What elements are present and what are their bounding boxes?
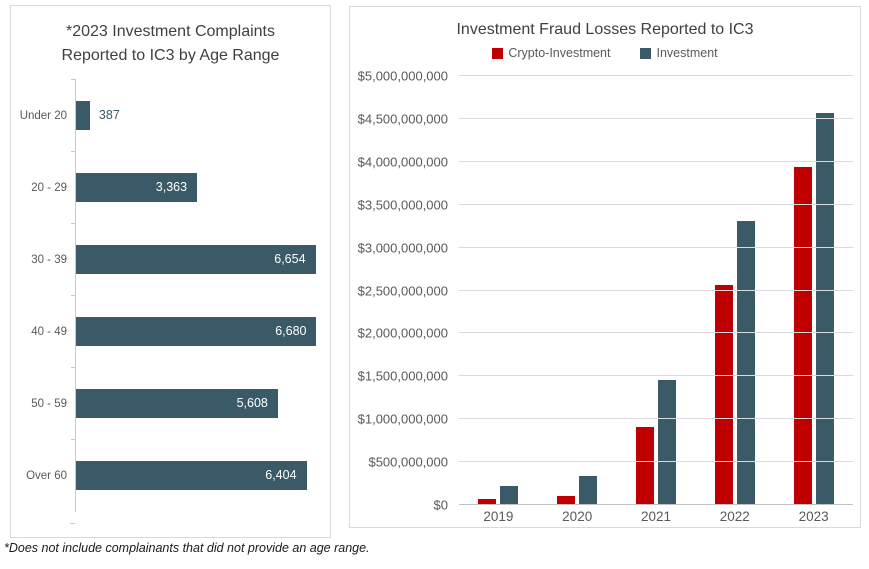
crypto-investment-bar xyxy=(478,499,497,505)
age-bar-row: 30 - 39 6,654 xyxy=(11,223,328,296)
investment-bar xyxy=(657,379,676,505)
age-bar-row: 50 - 59 5,608 xyxy=(11,367,328,440)
age-row-plot: 3,363 xyxy=(71,151,328,224)
gridline xyxy=(459,75,853,76)
age-bar-row: 20 - 29 3,363 xyxy=(11,151,328,224)
age-bar-value-label: 6,680 xyxy=(275,324,307,338)
age-range-chart-panel: *2023 Investment Complaints Reported to … xyxy=(10,5,331,538)
age-bar: 5,608 xyxy=(76,389,278,418)
crypto-investment-bar xyxy=(793,166,812,505)
gridline xyxy=(459,289,853,291)
crypto-investment-bar xyxy=(635,427,654,505)
bar-group xyxy=(459,76,538,505)
y-axis-tick-label: $4,500,000,000 xyxy=(357,111,448,127)
y-axis-tick-label: $500,000,000 xyxy=(368,454,448,470)
x-axis-category-label: 2022 xyxy=(719,509,750,524)
gridline xyxy=(459,203,853,205)
y-axis-tick-label: $0 xyxy=(433,497,448,513)
investment-legend-swatch-icon xyxy=(640,47,652,59)
age-category-label: Under 20 xyxy=(19,110,67,122)
investment-bar xyxy=(736,221,755,505)
age-bar-value-label: 3,363 xyxy=(155,180,188,194)
age-bar-row: 40 - 49 6,680 xyxy=(11,295,328,368)
x-axis-category-label: 2020 xyxy=(562,509,593,524)
bar-groups xyxy=(459,76,853,505)
gridline xyxy=(459,332,853,334)
age-bar-row: Over 60 6,404 xyxy=(11,439,328,512)
fraud-losses-chart-panel: Investment Fraud Losses Reported to IC3 … xyxy=(349,6,861,528)
age-bar-value-label: 5,608 xyxy=(236,396,268,410)
legend: Crypto-Investment Investment xyxy=(350,46,860,60)
age-row-plot: 6,654 xyxy=(71,223,328,296)
y-axis-tick-label: $5,000,000,000 xyxy=(357,68,448,84)
bar-group xyxy=(774,76,853,505)
fraud-chart-plot-area: $0 $500,000,000 $1,000,000,000 $1,500,000,0… xyxy=(358,69,853,513)
age-category-label: 20 - 29 xyxy=(31,182,67,194)
age-bar: 3,363 xyxy=(76,173,198,202)
gridline xyxy=(459,418,853,420)
legend-item-crypto-investment: Crypto-Investment xyxy=(492,46,610,60)
y-axis-tick-label: $1,000,000,000 xyxy=(357,411,448,427)
age-row-plot: 6,680 xyxy=(71,295,328,368)
age-row-plot: 5,608 xyxy=(71,367,328,440)
bar-group xyxy=(695,76,774,505)
crypto-investment-bar xyxy=(714,284,733,505)
x-axis-category-label: 2019 xyxy=(483,509,514,524)
age-bar-value-label: 6,654 xyxy=(274,252,306,266)
x-axis-category-label: 2021 xyxy=(640,509,672,524)
y-axis-tick-label: $3,000,000,000 xyxy=(357,240,448,256)
legend-label-crypto: Crypto-Investment xyxy=(508,46,611,60)
age-bar-value-label: 6,404 xyxy=(265,468,297,482)
age-chart-plot-area: Under 20 387 20 - 29 3,363 30 - 39 6,654 40 - … xyxy=(11,79,328,524)
y-axis-tick-label: $1,500,000,000 xyxy=(357,368,448,384)
age-category-label: Over 60 xyxy=(26,470,67,482)
investment-bar xyxy=(579,476,598,505)
y-axis-tick-label: $4,000,000,000 xyxy=(357,154,448,170)
investment-bar xyxy=(815,112,834,505)
investment-bar xyxy=(500,486,519,505)
x-axis-line xyxy=(459,504,853,505)
gridline xyxy=(459,246,853,248)
bar-group xyxy=(538,76,617,505)
crypto-legend-swatch-icon xyxy=(492,47,504,59)
age-chart-title: *2023 Investment Complaints Reported to … xyxy=(61,23,280,64)
fraud-chart-title: Investment Fraud Losses Reported to IC3 xyxy=(456,21,754,38)
age-category-label: 40 - 49 xyxy=(31,326,67,338)
y-axis-tick-label: $2,500,000,000 xyxy=(357,283,448,298)
age-bar: 387 xyxy=(76,101,120,130)
footnote: *Does not include complainants that did … xyxy=(4,541,370,555)
x-axis-labels: 2019 2020 2021 2022 2023 xyxy=(459,509,853,524)
age-bar: 6,654 xyxy=(76,245,316,274)
crypto-investment-bar xyxy=(557,495,576,505)
gridline xyxy=(459,375,853,377)
gridline xyxy=(459,461,853,463)
y-axis-tick-label: $3,500,000,000 xyxy=(357,197,448,213)
age-category-label: 30 - 39 xyxy=(31,254,67,266)
age-bar-value-label: 387 xyxy=(98,108,120,122)
age-row-plot: 387 xyxy=(71,79,328,152)
legend-item-investment: Investment xyxy=(640,46,718,60)
gridline xyxy=(459,117,853,119)
x-axis-category-label: 2023 xyxy=(798,509,829,524)
age-category-label: 50 - 59 xyxy=(31,398,67,410)
age-bar: 6,680 xyxy=(76,317,317,346)
gridline xyxy=(459,160,853,162)
age-row-plot: 6,404 xyxy=(71,439,328,512)
y-axis-tick-label: $2,000,000,000 xyxy=(357,325,448,341)
bar-group xyxy=(617,76,696,505)
age-bar-row: Under 20 387 xyxy=(11,79,328,152)
age-bar: 6,404 xyxy=(76,461,307,490)
legend-label-investment: Investment xyxy=(656,46,718,60)
